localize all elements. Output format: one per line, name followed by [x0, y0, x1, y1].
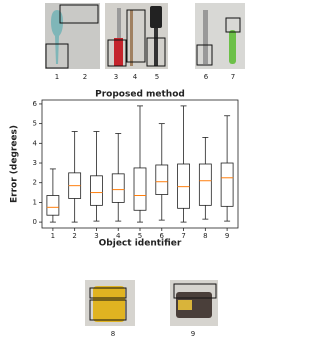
box	[111, 173, 125, 203]
x-tick-label: 2	[72, 232, 76, 240]
x-tick-label: 1	[51, 232, 55, 240]
x-axis-label: Object identifier	[99, 239, 182, 249]
box	[133, 167, 147, 211]
x-tick-label: 4	[116, 232, 121, 240]
figure: Proposed method Object identifier Error …	[10, 3, 245, 338]
y-tick-label: 3	[33, 159, 37, 167]
photo-b	[105, 3, 168, 69]
photo-c	[195, 3, 245, 69]
x-tick-label: 3	[94, 232, 98, 240]
y-tick-label: 0	[33, 218, 37, 226]
photo-a	[45, 3, 100, 69]
photo-label: 9	[191, 330, 195, 338]
box	[155, 164, 169, 195]
photo-label: 5	[155, 73, 159, 81]
photo-label: 6	[204, 73, 209, 81]
photo-label: 2	[83, 73, 87, 81]
box	[90, 175, 103, 206]
x-tick-label: 6	[160, 232, 165, 240]
photo-e	[170, 280, 218, 326]
photo-label: 4	[133, 73, 138, 81]
y-tick-label: 6	[33, 100, 38, 108]
x-tick-label: 9	[225, 232, 229, 240]
box	[198, 163, 212, 206]
x-tick-label: 5	[138, 232, 142, 240]
photo-label: 7	[231, 73, 235, 81]
photo-label: 3	[114, 73, 118, 81]
x-tick-label: 8	[203, 232, 207, 240]
photo-label: 1	[55, 73, 59, 81]
box	[46, 195, 60, 216]
chart-title: Proposed method	[95, 90, 185, 100]
box	[220, 162, 234, 207]
y-tick-label: 5	[33, 120, 37, 128]
y-tick-label: 4	[33, 139, 38, 147]
y-tick-label: 1	[33, 198, 37, 206]
y-tick-label: 2	[33, 179, 37, 187]
photo-d	[85, 280, 135, 326]
x-tick-label: 7	[181, 232, 185, 240]
y-axis-label: Error (degrees)	[10, 125, 20, 203]
photo-label: 8	[111, 330, 115, 338]
